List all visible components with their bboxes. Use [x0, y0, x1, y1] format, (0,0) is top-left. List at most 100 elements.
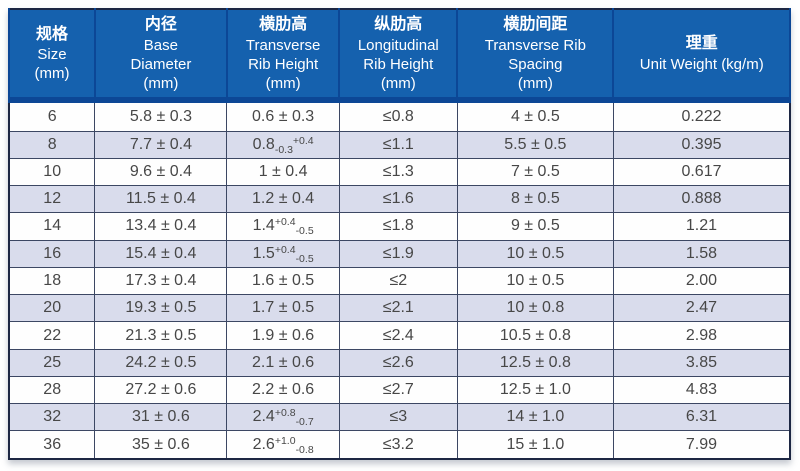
cell-transverse-rib-height: 1 ± 0.4 [226, 157, 340, 187]
value-upper-tolerance: +0.8 [274, 407, 296, 420]
value-main: 2.1 ± 0.6 [252, 353, 315, 371]
column-title-en: Diameter [130, 55, 192, 73]
value-main: 1 ± 0.4 [258, 162, 308, 180]
cell-transverse-rib-height: 1.6 ± 0.5 [226, 266, 340, 296]
value-lower-tolerance: -0.3 [274, 143, 293, 156]
value-upper-tolerance: +1.0 [274, 434, 296, 447]
cell-transverse-rib-height: 2.6+1.0-0.8 [226, 430, 340, 460]
cell-unit-weight: 7.99 [612, 430, 791, 460]
cell-transverse-rib-height: 1.2 ± 0.4 [226, 185, 340, 214]
cell-transverse-rib-spacing: 15 ± 1.0 [456, 430, 614, 460]
cell-size: 28 [8, 375, 96, 405]
cell-base-diameter: 9.6 ± 0.4 [94, 157, 228, 187]
cell-longitudinal-rib-height: ≤1.1 [338, 130, 458, 159]
value-lower-tolerance: -0.8 [295, 443, 314, 456]
cell-transverse-rib-spacing: 10 ± 0.5 [456, 266, 614, 296]
cell-longitudinal-rib-height: ≤0.8 [338, 99, 458, 132]
cell-base-diameter: 24.2 ± 0.5 [94, 348, 228, 377]
column-title-cn: 横肋高 [259, 16, 308, 33]
column-header-unit-weight: 理重 Unit Weight (kg/m) [612, 9, 791, 104]
table-row-size-25: 25 24.2 ± 0.5 2.1 ± 0.6 ≤2.6 12.5 ± 0.8 3.85 [8, 348, 791, 377]
column-title-en: Rib Height [248, 55, 319, 73]
value-lower-tolerance: -0.5 [295, 225, 314, 238]
column-title-en: Base [143, 36, 178, 54]
cell-unit-weight: 0.222 [612, 99, 791, 132]
table-row-size-12: 12 11.5 ± 0.4 1.2 ± 0.4 ≤1.6 8 ± 0.5 0.888 [8, 185, 791, 214]
cell-transverse-rib-spacing: 10.5 ± 0.8 [456, 321, 614, 350]
table-row-size-16: 16 15.4 ± 0.4 1.5+0.4-0.5 ≤1.9 10 ± 0.5 1.58 [8, 239, 791, 268]
column-title-cn: 规格 [35, 25, 68, 43]
table-row-size-10: 10 9.6 ± 0.4 1 ± 0.4 ≤1.3 7 ± 0.5 0.617 [8, 157, 791, 187]
cell-size: 18 [8, 266, 96, 296]
cell-transverse-rib-height: 2.1 ± 0.6 [226, 348, 340, 377]
cell-longitudinal-rib-height: ≤2 [338, 266, 458, 296]
value-main: 1.7 ± 0.5 [252, 299, 315, 317]
column-title-cn: 内径 [144, 16, 177, 33]
cell-transverse-rib-spacing: 8 ± 0.5 [456, 185, 614, 214]
cell-size: 16 [8, 239, 96, 268]
column-title-en: Unit Weight (kg/m) [639, 55, 764, 73]
cell-unit-weight: 6.31 [612, 403, 791, 432]
cell-transverse-rib-spacing: 10 ± 0.8 [456, 294, 614, 323]
column-title-en: (mm) [265, 74, 301, 92]
table-row-size-6: 6 5.8 ± 0.3 0.6 ± 0.3 ≤0.8 4 ± 0.5 0.222 [8, 99, 791, 132]
cell-base-diameter: 19.3 ± 0.5 [94, 294, 228, 323]
cell-transverse-rib-height: 2.2 ± 0.6 [226, 375, 340, 405]
value-main: 2.4 [252, 408, 275, 426]
value-main: 1.9 ± 0.6 [252, 326, 315, 344]
cell-unit-weight: 3.85 [612, 348, 791, 377]
cell-transverse-rib-height: 2.4+0.8-0.7 [226, 403, 340, 432]
cell-transverse-rib-spacing: 14 ± 1.0 [456, 403, 614, 432]
cell-base-diameter: 15.4 ± 0.4 [94, 239, 228, 268]
column-header-base-diameter: 内径 Base Diameter (mm) [93, 9, 228, 104]
column-title-en: Transverse Rib [484, 36, 586, 54]
cell-longitudinal-rib-height: ≤2.7 [338, 375, 458, 405]
value-main: 1.5 [252, 244, 275, 262]
column-title-en: Spacing [508, 55, 563, 73]
column-title-en: Rib Height [363, 55, 434, 73]
value-lower-tolerance: -0.5 [295, 252, 314, 265]
cell-transverse-rib-height: 0.6 ± 0.3 [226, 99, 340, 132]
cell-size: 12 [8, 185, 96, 214]
column-header-size: 规格 Size (mm) [8, 9, 96, 104]
column-header-longitudinal-rib-height: 纵肋高 Longitudinal Rib Height (mm) [338, 9, 459, 104]
cell-transverse-rib-height: 1.5+0.4-0.5 [226, 239, 340, 268]
cell-base-diameter: 21.3 ± 0.5 [94, 321, 228, 350]
cell-transverse-rib-height: 1.9 ± 0.6 [226, 321, 340, 350]
column-title-en: (mm) [380, 74, 416, 92]
cell-longitudinal-rib-height: ≤1.9 [338, 239, 458, 268]
cell-unit-weight: 4.83 [612, 375, 791, 405]
cell-unit-weight: 2.98 [612, 321, 791, 350]
cell-base-diameter: 35 ± 0.6 [94, 430, 228, 460]
cell-transverse-rib-spacing: 9 ± 0.5 [456, 212, 614, 241]
column-title-en: (mm) [143, 74, 179, 92]
cell-longitudinal-rib-height: ≤2.4 [338, 321, 458, 350]
cell-base-diameter: 11.5 ± 0.4 [94, 185, 228, 214]
column-header-transverse-rib-height: 横肋高 Transverse Rib Height (mm) [225, 9, 341, 104]
cell-unit-weight: 2.00 [612, 266, 791, 296]
cell-longitudinal-rib-height: ≤2.6 [338, 348, 458, 377]
table-row-size-36: 36 35 ± 0.6 2.6+1.0-0.8 ≤3.2 15 ± 1.0 7.99 [8, 430, 791, 460]
cell-unit-weight: 2.47 [612, 294, 791, 323]
cell-longitudinal-rib-height: ≤3.2 [338, 430, 458, 460]
table-row-size-20: 20 19.3 ± 0.5 1.7 ± 0.5 ≤2.1 10 ± 0.8 2.47 [8, 294, 791, 323]
table-row-size-18: 18 17.3 ± 0.4 1.6 ± 0.5 ≤2 10 ± 0.5 2.00 [8, 266, 791, 296]
column-title-en: Transverse [245, 36, 321, 54]
column-title-en: (mm) [34, 65, 70, 83]
cell-size: 8 [8, 130, 96, 159]
cell-transverse-rib-spacing: 5.5 ± 0.5 [456, 130, 614, 159]
table-header-row: 规格 Size (mm) 内径 Base Diameter (mm) 横肋高 Transvers… [8, 9, 791, 104]
column-title-en: Longitudinal [357, 36, 439, 54]
cell-transverse-rib-spacing: 12.5 ± 1.0 [456, 375, 614, 405]
value-main: 1.4 [252, 217, 275, 235]
value-main: 2.2 ± 0.6 [252, 381, 315, 399]
table-row-size-32: 32 31 ± 0.6 2.4+0.8-0.7 ≤3 14 ± 1.0 6.31 [8, 403, 791, 432]
cell-unit-weight: 1.58 [612, 239, 791, 268]
column-title-cn: 理重 [685, 35, 718, 53]
cell-size: 36 [8, 430, 96, 460]
cell-base-diameter: 13.4 ± 0.4 [94, 212, 228, 241]
cell-transverse-rib-spacing: 10 ± 0.5 [456, 239, 614, 268]
value-main: 2.6 [252, 435, 275, 453]
column-title-cn: 纵肋高 [374, 16, 423, 33]
cell-longitudinal-rib-height: ≤1.3 [338, 157, 458, 187]
